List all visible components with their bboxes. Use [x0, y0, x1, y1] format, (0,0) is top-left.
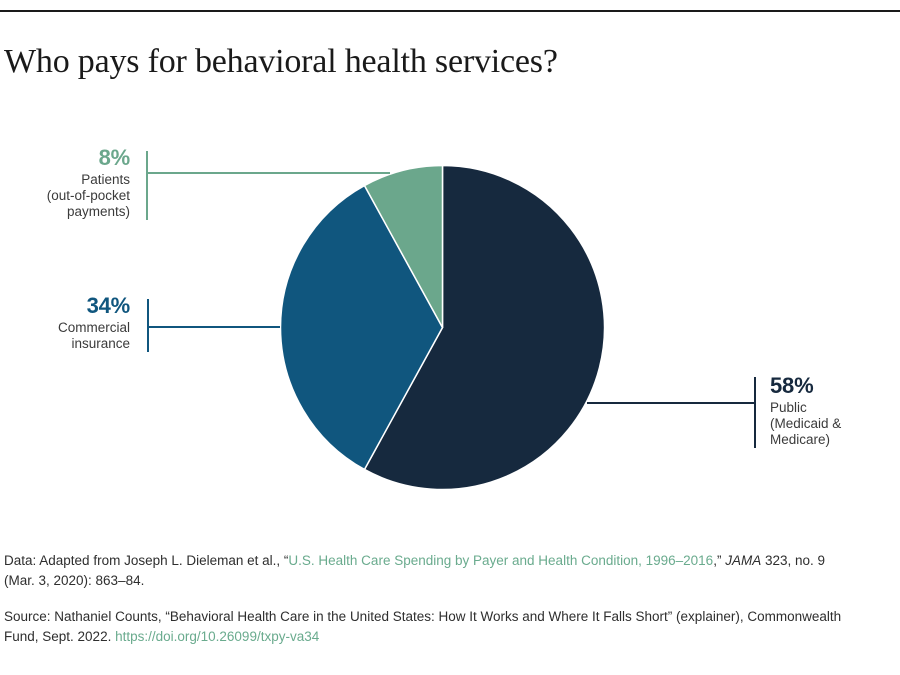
data-note-mid: ,” — [713, 553, 726, 568]
callout-patients-tick-line — [146, 151, 148, 220]
callout-public-leader-line — [587, 402, 754, 404]
page-title: Who pays for behavioral health services? — [4, 43, 558, 80]
source-note-pre: Source: Nathaniel Counts, “Behavioral He… — [4, 609, 842, 644]
callout-public-label: Public (Medicaid & Medicare) — [770, 400, 842, 447]
source-note-link[interactable]: https://doi.org/10.26099/txpy-va34 — [115, 629, 320, 644]
data-note-paragraph: Data: Adapted from Joseph L. Dieleman et… — [4, 551, 892, 591]
callout-public-value: 58% — [770, 373, 814, 398]
data-note-pre: Data: Adapted from Joseph L. Dieleman et… — [4, 553, 289, 568]
callout-patients-label: Patients (out-of-pocket payments) — [46, 172, 130, 219]
callout-commercial-tick-line — [147, 299, 149, 352]
pie-slice-public-medicaid-medicare — [363, 164, 606, 491]
data-note-journal: JAMA — [725, 553, 762, 568]
callout-commercial-value: 34% — [86, 293, 131, 318]
pie-slice-patients-out-of-pocket-payments — [363, 164, 444, 329]
callout-public-tick-line — [754, 377, 756, 448]
callout-public: 58% Public (Medicaid & Medicare) — [770, 374, 841, 448]
callout-commercial-label: Commercial insurance — [57, 320, 130, 351]
callout-patients-value: 8% — [98, 145, 131, 170]
source-note-paragraph: Source: Nathaniel Counts, “Behavioral He… — [4, 607, 892, 647]
callout-commercial: 34% Commercial insurance — [0, 294, 130, 352]
data-note-link[interactable]: U.S. Health Care Spending by Payer and H… — [288, 553, 714, 568]
callout-commercial-leader-line — [149, 326, 280, 328]
footer-citations: Data: Adapted from Joseph L. Dieleman et… — [4, 551, 892, 647]
callout-patients-leader-line — [148, 172, 390, 174]
callout-patients: 8% Patients (out-of-pocket payments) — [0, 146, 130, 220]
pie-chart — [279, 164, 606, 491]
pie-slice-commercial-insurance — [279, 184, 444, 471]
data-note-post: 323, no. 9 (Mar. 3, 2020): 863–84. — [4, 553, 826, 588]
top-border-rule — [0, 10, 900, 12]
